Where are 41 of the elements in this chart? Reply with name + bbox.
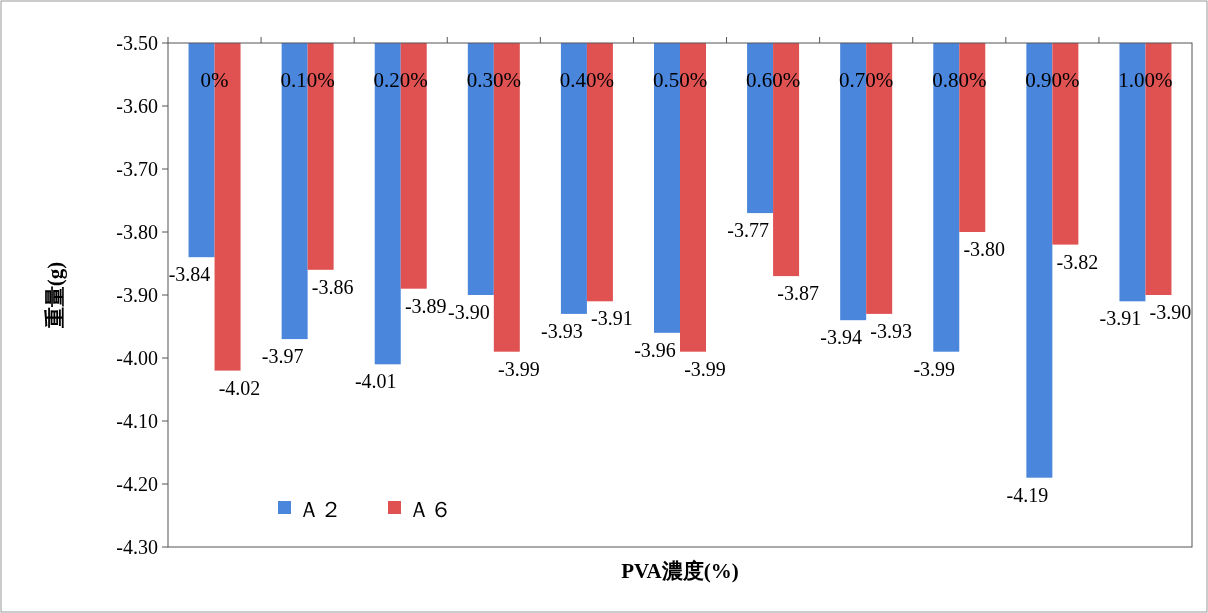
data-label: -4.02 bbox=[218, 376, 261, 399]
x-tick-label: 0.80% bbox=[932, 68, 987, 92]
data-label: -3.84 bbox=[168, 263, 211, 286]
y-tick-label: -3.80 bbox=[116, 221, 158, 243]
data-label: -3.93 bbox=[870, 319, 913, 342]
y-tick-label: -4.30 bbox=[116, 536, 158, 558]
y-tick-label: -4.20 bbox=[116, 473, 158, 495]
data-label: -3.80 bbox=[963, 238, 1006, 260]
y-tick-label: -3.50 bbox=[116, 32, 158, 54]
data-label: -3.90 bbox=[1149, 301, 1192, 323]
y-tick-label: -4.00 bbox=[116, 347, 158, 369]
data-label: -3.90 bbox=[447, 301, 490, 323]
data-label: -3.82 bbox=[1056, 250, 1099, 273]
data-label: -4.19 bbox=[1006, 483, 1049, 506]
x-tick-label: 0.50% bbox=[652, 68, 708, 92]
data-label: -3.87 bbox=[777, 282, 819, 305]
y-tick-label: -4.10 bbox=[116, 410, 158, 432]
data-label: -3.99 bbox=[684, 357, 726, 380]
x-tick-label: 0.60% bbox=[745, 68, 801, 92]
x-tick-label: 0.40% bbox=[559, 68, 615, 92]
data-label: -3.99 bbox=[913, 357, 956, 380]
data-label: -3.91 bbox=[591, 307, 633, 330]
y-tick-label: -3.90 bbox=[116, 284, 158, 306]
data-label: -3.86 bbox=[311, 275, 354, 298]
data-label: -3.93 bbox=[541, 319, 583, 342]
data-label: -3.99 bbox=[497, 357, 540, 380]
legend-label: Ａ２ bbox=[298, 497, 342, 522]
data-label: -3.89 bbox=[404, 294, 447, 317]
x-tick-label: 0.30% bbox=[466, 68, 521, 92]
y-axis-title: 重量(g) bbox=[43, 261, 67, 330]
data-label: -4.01 bbox=[354, 370, 397, 393]
data-label: -3.97 bbox=[261, 345, 304, 368]
data-label: -3.96 bbox=[634, 338, 676, 361]
legend-label: Ａ６ bbox=[408, 497, 452, 522]
y-tick-label: -3.60 bbox=[116, 95, 158, 117]
data-label: -3.91 bbox=[1099, 307, 1142, 330]
x-tick-label: 0.70% bbox=[839, 68, 894, 92]
data-label: -3.77 bbox=[727, 219, 769, 242]
x-axis-title: PVA濃度(%) bbox=[621, 559, 739, 583]
data-label: -3.94 bbox=[820, 326, 863, 349]
y-tick-label: -3.70 bbox=[116, 158, 158, 180]
